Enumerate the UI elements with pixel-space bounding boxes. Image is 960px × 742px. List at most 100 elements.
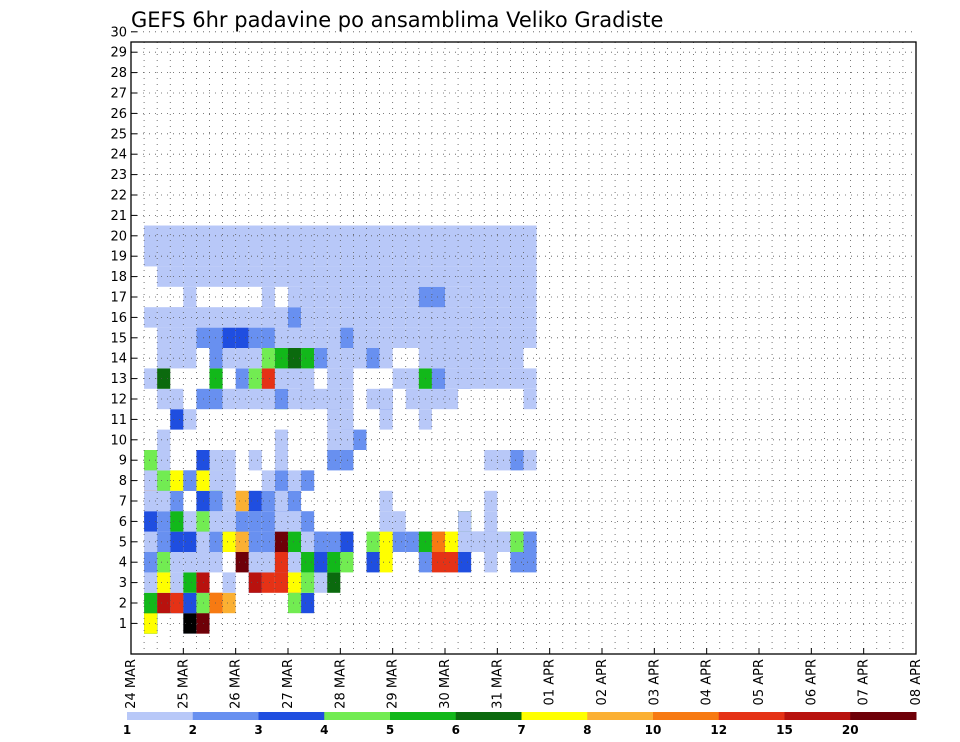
colorbar-label: 1 xyxy=(123,723,131,737)
heatmap-cell xyxy=(392,368,406,389)
heatmap-cell xyxy=(314,531,328,552)
x-tick-label: 02 APR xyxy=(595,659,610,705)
heatmap-cell xyxy=(248,368,262,389)
heatmap-cell xyxy=(523,327,537,348)
heatmap-cell xyxy=(209,327,223,348)
y-tick-label: 15 xyxy=(110,331,127,346)
heatmap-cell xyxy=(301,388,315,410)
heatmap-cell xyxy=(523,246,537,267)
heatmap-cell xyxy=(288,531,302,552)
heatmap-cell xyxy=(209,490,223,512)
colorbar-label: 8 xyxy=(583,723,591,737)
heatmap-cell xyxy=(196,388,210,410)
heatmap-cell xyxy=(484,225,498,246)
heatmap-cell xyxy=(222,388,236,410)
x-tick-label: 27 MAR xyxy=(281,659,296,709)
heatmap-cell xyxy=(144,572,158,593)
heatmap-cell xyxy=(196,592,210,614)
heatmap-cell xyxy=(301,246,315,267)
heatmap-cell xyxy=(445,225,459,246)
heatmap-cell xyxy=(314,225,328,246)
heatmap-cell xyxy=(340,225,354,246)
colorbar-label: 4 xyxy=(320,723,328,737)
heatmap-cell xyxy=(301,531,315,552)
heatmap-cell xyxy=(340,327,354,348)
heatmap-cell xyxy=(431,307,445,328)
heatmap-cell xyxy=(196,327,210,348)
heatmap-cell xyxy=(301,348,315,369)
heatmap-cell xyxy=(366,225,380,246)
heatmap-cell xyxy=(157,225,171,246)
y-tick-label: 16 xyxy=(110,311,127,326)
y-tick-label: 1 xyxy=(119,617,127,632)
x-tick-label: 26 MAR xyxy=(229,659,244,709)
colorbar-label: 15 xyxy=(776,723,793,737)
heatmap-cell xyxy=(484,368,498,389)
heatmap-cell xyxy=(170,592,184,614)
heatmap-cell xyxy=(431,348,445,369)
heatmap-cell xyxy=(458,246,472,267)
y-tick-label: 7 xyxy=(119,495,127,510)
heatmap-cell xyxy=(196,572,210,593)
chart-title: GEFS 6hr padavine po ansamblima Veliko G… xyxy=(131,8,663,32)
x-tick-label: 07 APR xyxy=(857,659,872,705)
heatmap-cell xyxy=(301,552,315,573)
heatmap-cell xyxy=(379,388,393,410)
heatmap-cell xyxy=(288,470,302,491)
heatmap-cell xyxy=(209,552,223,573)
heatmap-cell xyxy=(209,266,223,287)
y-tick-label: 5 xyxy=(119,535,127,550)
heatmap-cell xyxy=(484,511,498,532)
heatmap-cell xyxy=(183,225,197,246)
heatmap-cell xyxy=(209,246,223,267)
heatmap-cell xyxy=(261,470,275,491)
y-tick-label: 3 xyxy=(119,576,127,591)
heatmap-cell xyxy=(445,388,459,410)
heatmap-cell xyxy=(209,348,223,369)
y-tick-label: 21 xyxy=(110,209,127,224)
heatmap-cell xyxy=(327,327,341,348)
heatmap-cell xyxy=(327,266,341,287)
y-tick-label: 22 xyxy=(110,189,127,204)
heatmap-cell xyxy=(327,348,341,369)
heatmap-cell xyxy=(183,511,197,532)
heatmap-cell xyxy=(340,286,354,308)
colorbar-segment xyxy=(390,712,457,720)
heatmap-cell xyxy=(261,327,275,348)
heatmap-cell xyxy=(248,572,262,593)
heatmap-cell xyxy=(523,225,537,246)
heatmap-cell xyxy=(510,531,524,552)
heatmap-cell xyxy=(458,286,472,308)
x-tick-label: 03 APR xyxy=(647,659,662,705)
heatmap-cell xyxy=(445,266,459,287)
heatmap-cell xyxy=(301,368,315,389)
heatmap-cell xyxy=(510,348,524,369)
heatmap-cell xyxy=(405,327,419,348)
colorbar: 1 2 3 4 5 6 7 8 10 12 15 20 xyxy=(123,712,917,737)
y-tick-label: 14 xyxy=(110,352,127,367)
x-tick-label: 29 MAR xyxy=(386,659,401,709)
heatmap-cell xyxy=(379,225,393,246)
heatmap-cell xyxy=(209,307,223,328)
heatmap-cell xyxy=(510,225,524,246)
heatmap-cell xyxy=(157,348,171,369)
heatmap-cell xyxy=(170,327,184,348)
heatmap-cell xyxy=(327,307,341,328)
heatmap-cell xyxy=(458,511,472,532)
heatmap-cell xyxy=(340,388,354,410)
y-axis-ticks: 1234567891011121314151617181920212223242… xyxy=(110,25,137,632)
heatmap-cell xyxy=(471,368,485,389)
heatmap-cell xyxy=(183,409,197,430)
heatmap-cell xyxy=(288,511,302,532)
heatmap-cell xyxy=(144,368,158,389)
heatmap-cell xyxy=(222,572,236,593)
heatmap-cell xyxy=(327,225,341,246)
heatmap-cell xyxy=(340,409,354,430)
heatmap-cell xyxy=(431,531,445,552)
heatmap-cell xyxy=(235,552,249,573)
heatmap-cell xyxy=(445,327,459,348)
heatmap-cell xyxy=(445,286,459,308)
heatmap-cell xyxy=(366,552,380,573)
x-tick-label: 28 MAR xyxy=(333,659,348,709)
y-tick-label: 2 xyxy=(119,597,127,612)
